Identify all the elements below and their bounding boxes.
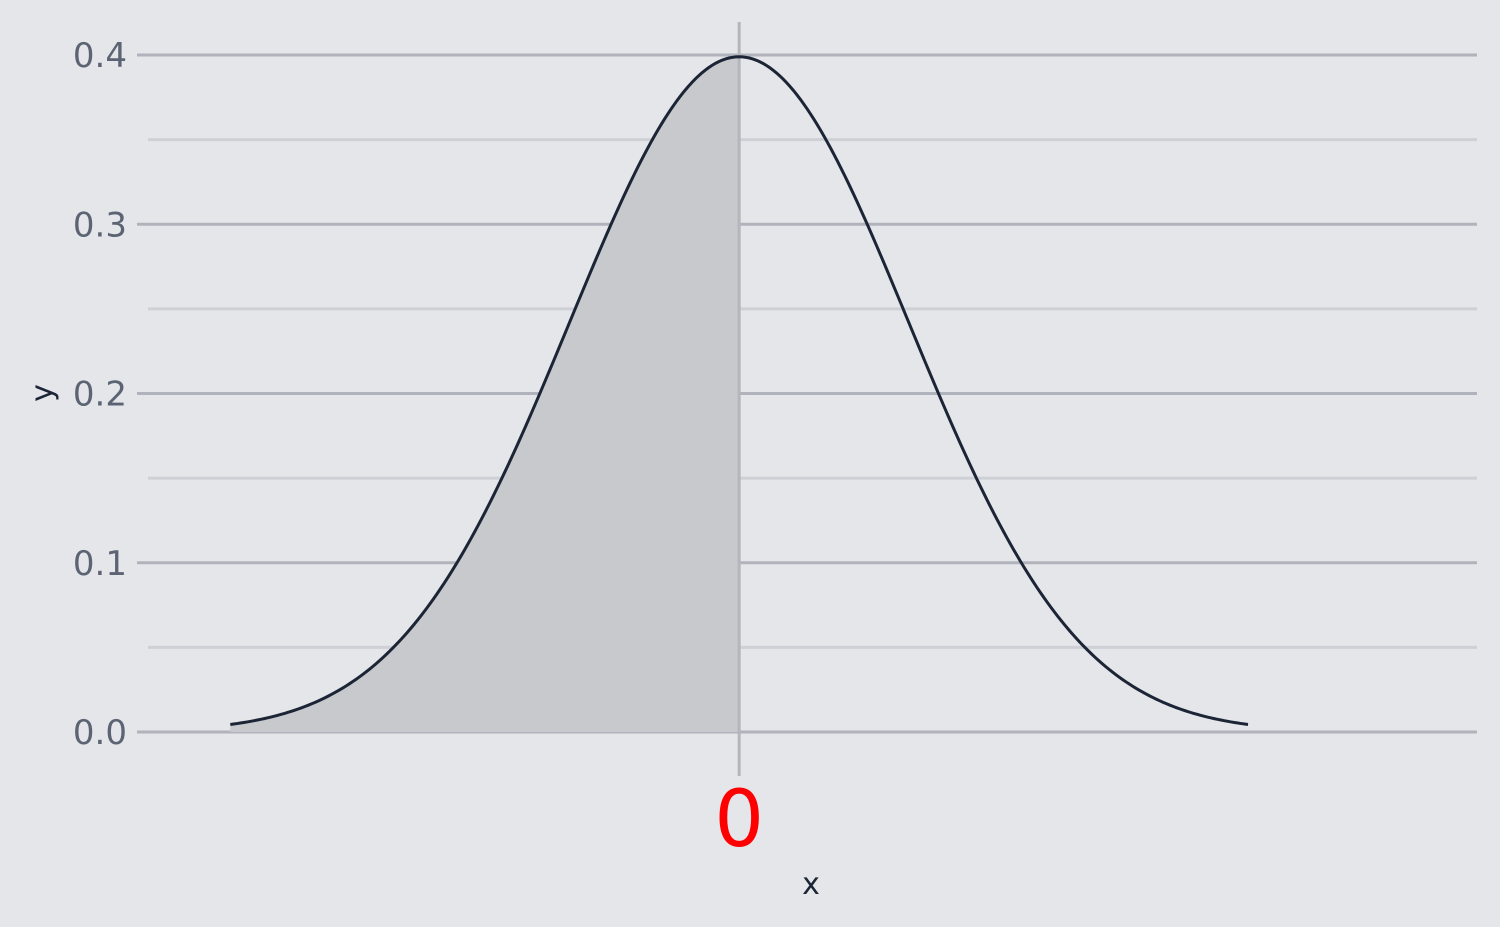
minor-grid [148,138,1477,649]
x-tick-labels: 0 [714,775,764,865]
x-tick-label: 0 [714,775,764,865]
y-axis-title: y [25,384,60,402]
y-tick-label: 0.2 [73,375,127,415]
x-axis-title: x [802,867,820,902]
y-tick-label: 0.3 [73,205,127,245]
major-grid [137,53,1477,734]
y-tick-label: 0.4 [73,36,127,76]
y-tick-labels: 0.0 0.1 0.2 0.3 0.4 [73,36,127,753]
y-tick-label: 0.0 [73,713,127,753]
density-curve [230,55,1249,726]
y-tick-label: 0.1 [73,544,127,584]
